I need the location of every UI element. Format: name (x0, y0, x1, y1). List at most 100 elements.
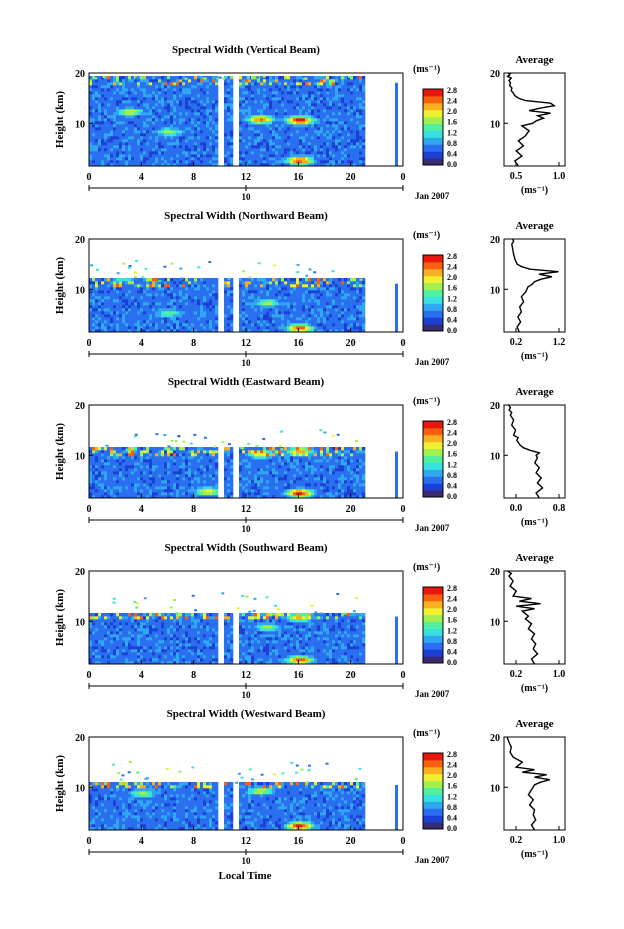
heatmap-cell (362, 118, 366, 122)
heatmap-cell (323, 133, 327, 137)
heatmap-cell (119, 148, 123, 152)
heatmap-cell (131, 477, 135, 481)
heatmap-cell (299, 311, 303, 315)
heatmap-cell (206, 112, 210, 116)
heatmap-cell (116, 94, 120, 98)
heatmap-cell (269, 94, 273, 98)
heatmap-cell (128, 296, 132, 300)
heatmap-cell (125, 320, 129, 324)
heatmap-cell (161, 323, 165, 327)
heatmap-cell (104, 284, 108, 288)
heatmap-cell (131, 124, 135, 128)
heatmap-cell (344, 136, 348, 140)
heatmap-cell (314, 323, 318, 327)
heatmap-cell (215, 308, 219, 312)
heatmap-cell (152, 160, 156, 164)
heatmap-cell (335, 124, 339, 128)
heatmap-cell (227, 278, 231, 282)
heatmap-cell (101, 486, 105, 490)
heatmap-cell (149, 88, 153, 92)
heatmap-cell (299, 136, 303, 140)
heatmap-cell (290, 145, 294, 149)
heatmap-cell (296, 145, 300, 149)
heatmap-echo (253, 76, 257, 79)
heatmap-cell (290, 133, 294, 137)
heatmap-cell (155, 106, 159, 110)
heatmap-cell (305, 106, 309, 110)
heatmap-cell (272, 163, 276, 167)
heatmap-cell (260, 136, 264, 140)
heatmap-cell (98, 133, 102, 137)
heatmap-echo (142, 77, 146, 80)
heatmap-cell (89, 281, 93, 285)
x-tick-label: 4 (139, 172, 144, 183)
heatmap-cell (224, 103, 228, 107)
heatmap-cell (101, 495, 105, 499)
heatmap-cell (353, 133, 357, 137)
heatmap-cell (140, 133, 144, 137)
heatmap-cell (317, 97, 321, 101)
heatmap-cell (341, 82, 345, 86)
heatmap-cell (95, 317, 99, 321)
heatmap-cell (320, 127, 324, 131)
heatmap-cell (116, 109, 120, 113)
heatmap-cell (299, 320, 303, 324)
heatmap-cell (335, 85, 339, 89)
heatmap-cell (254, 317, 258, 321)
heatmap-cell (275, 157, 279, 161)
heatmap-cell (314, 157, 318, 161)
heatmap-cell (176, 450, 180, 454)
heatmap-cell (173, 82, 177, 86)
heatmap-cell (146, 483, 150, 487)
heatmap-cell (134, 450, 138, 454)
heatmap-cell (128, 477, 132, 481)
heatmap-cell (254, 103, 258, 107)
heatmap-cell (284, 308, 288, 312)
heatmap-cell (140, 148, 144, 152)
heatmap-cell (191, 142, 195, 146)
heatmap-cell (92, 142, 96, 146)
heatmap-cell (320, 299, 324, 303)
heatmap-cell (161, 293, 165, 297)
heatmap-cell (158, 136, 162, 140)
heatmap-cell (263, 326, 267, 330)
heatmap-cell (317, 106, 321, 110)
heatmap-cell (242, 308, 246, 312)
heatmap-cell (281, 148, 285, 152)
heatmap-cell (125, 311, 129, 315)
heatmap-cell (335, 112, 339, 116)
heatmap-cell (176, 278, 180, 282)
heatmap-cell (242, 106, 246, 110)
heatmap-cell (326, 329, 330, 333)
heatmap-cell (164, 82, 168, 86)
heatmap-cell (206, 115, 210, 119)
heatmap-cell (272, 314, 276, 318)
heatmap-cell (98, 305, 102, 309)
heatmap-cell (266, 97, 270, 101)
heatmap-cell (269, 320, 273, 324)
heatmap-cell (356, 100, 360, 104)
heatmap-cell (281, 323, 285, 327)
heatmap-cell (194, 314, 198, 318)
heatmap-cell (161, 151, 165, 155)
heatmap-cell (230, 124, 234, 128)
heatmap-cell (164, 326, 168, 330)
heatmap-cell (146, 79, 150, 83)
heatmap-cell (257, 127, 261, 131)
heatmap-cell (167, 100, 171, 104)
heatmap-cell (113, 278, 117, 282)
heatmap-cell (278, 112, 282, 116)
heatmap-cell (359, 76, 363, 80)
heatmap-cell (209, 302, 213, 306)
heatmap-cell (326, 85, 330, 89)
heatmap-cell (203, 115, 207, 119)
heatmap-cell (356, 115, 360, 119)
heatmap-cell (170, 121, 174, 125)
heatmap-cell (128, 142, 132, 146)
heatmap-cell (299, 124, 303, 128)
heatmap-cell (281, 124, 285, 128)
heatmap-cell (266, 314, 270, 318)
heatmap-cell (308, 293, 312, 297)
heatmap-cell (272, 91, 276, 95)
heatmap-cell (146, 97, 150, 101)
